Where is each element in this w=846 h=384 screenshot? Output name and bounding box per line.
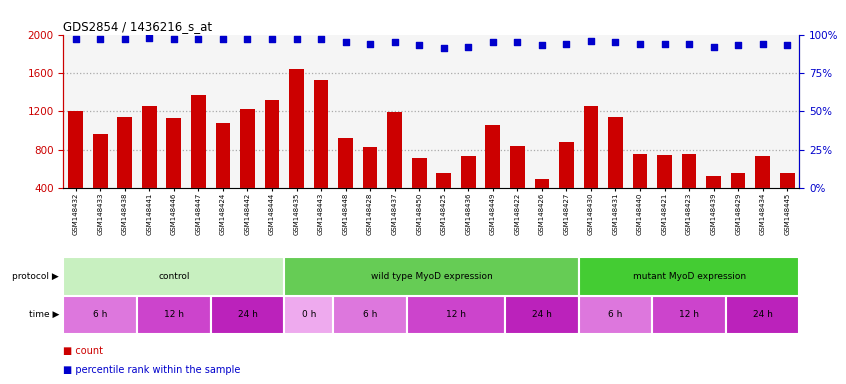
Text: GDS2854 / 1436216_s_at: GDS2854 / 1436216_s_at	[63, 20, 212, 33]
Bar	[780, 173, 794, 188]
Bar	[63, 296, 137, 334]
Bar	[216, 123, 230, 188]
Bar	[69, 111, 83, 188]
Bar	[63, 257, 284, 296]
Bar	[387, 113, 402, 188]
Bar	[142, 106, 157, 188]
Bar	[137, 296, 211, 334]
Point	[608, 39, 622, 45]
Text: 24 h: 24 h	[753, 310, 772, 319]
Bar	[93, 134, 107, 188]
Text: 6 h: 6 h	[608, 310, 623, 319]
Point	[486, 39, 499, 45]
Text: time ▶: time ▶	[29, 310, 59, 319]
Point	[167, 36, 180, 42]
Text: 12 h: 12 h	[164, 310, 184, 319]
Text: control: control	[158, 272, 190, 281]
Bar	[608, 117, 623, 188]
Point	[780, 42, 794, 48]
Text: wild type MyoD expression: wild type MyoD expression	[371, 272, 492, 281]
Bar	[314, 80, 328, 188]
Point	[216, 36, 229, 42]
Bar	[265, 100, 279, 188]
Bar	[486, 125, 500, 188]
Point	[633, 41, 646, 47]
Bar	[461, 157, 475, 188]
Point	[559, 41, 573, 47]
Bar	[284, 257, 579, 296]
Text: 12 h: 12 h	[446, 310, 466, 319]
Bar	[333, 296, 407, 334]
Bar	[731, 173, 745, 188]
Point	[363, 41, 376, 47]
Point	[731, 42, 744, 48]
Bar	[211, 296, 284, 334]
Bar	[633, 154, 647, 188]
Point	[240, 36, 254, 42]
Point	[461, 44, 475, 50]
Point	[535, 42, 548, 48]
Bar	[505, 296, 579, 334]
Bar	[407, 296, 505, 334]
Bar	[682, 154, 696, 188]
Text: protocol ▶: protocol ▶	[13, 272, 59, 281]
Text: 12 h: 12 h	[679, 310, 699, 319]
Point	[510, 39, 524, 45]
Text: 24 h: 24 h	[238, 310, 257, 319]
Point	[706, 44, 720, 50]
Point	[191, 36, 205, 42]
Point	[93, 36, 107, 42]
Text: 0 h: 0 h	[302, 310, 316, 319]
Point	[338, 39, 352, 45]
Bar	[652, 296, 726, 334]
Point	[387, 39, 401, 45]
Bar	[338, 138, 353, 188]
Point	[584, 38, 597, 44]
Bar	[559, 142, 574, 188]
Text: 24 h: 24 h	[532, 310, 552, 319]
Text: 6 h: 6 h	[363, 310, 377, 319]
Bar	[437, 173, 451, 188]
Bar	[240, 109, 255, 188]
Bar	[167, 118, 181, 188]
Point	[289, 36, 303, 42]
Point	[682, 41, 695, 47]
Point	[69, 36, 82, 42]
Bar	[755, 157, 770, 188]
Bar	[284, 296, 333, 334]
Point	[142, 35, 156, 41]
Bar	[706, 176, 721, 188]
Bar	[289, 69, 304, 188]
Point	[412, 42, 426, 48]
Bar	[584, 106, 598, 188]
Text: 6 h: 6 h	[93, 310, 107, 319]
Point	[437, 45, 450, 51]
Bar	[579, 257, 799, 296]
Point	[118, 36, 131, 42]
Text: mutant MyoD expression: mutant MyoD expression	[633, 272, 745, 281]
Point	[314, 36, 327, 42]
Bar	[657, 155, 672, 188]
Bar	[363, 147, 377, 188]
Bar	[579, 296, 652, 334]
Point	[755, 41, 769, 47]
Bar	[510, 146, 525, 188]
Text: ■ count: ■ count	[63, 346, 103, 356]
Bar	[118, 117, 132, 188]
Bar	[726, 296, 799, 334]
Point	[657, 41, 671, 47]
Bar	[412, 159, 426, 188]
Text: ■ percentile rank within the sample: ■ percentile rank within the sample	[63, 365, 241, 375]
Bar	[535, 179, 549, 188]
Point	[265, 36, 278, 42]
Bar	[191, 95, 206, 188]
